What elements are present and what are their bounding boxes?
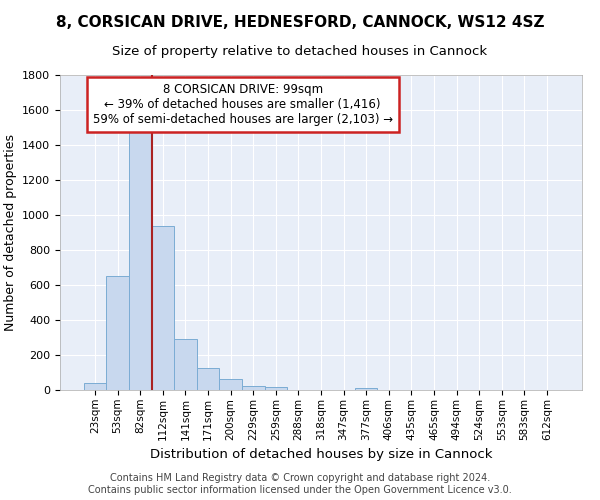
Bar bbox=[265, 388, 287, 390]
Bar bbox=[174, 339, 197, 390]
Bar bbox=[197, 368, 220, 390]
Bar bbox=[152, 226, 174, 390]
Bar bbox=[129, 132, 152, 390]
Text: Size of property relative to detached houses in Cannock: Size of property relative to detached ho… bbox=[112, 45, 488, 58]
Bar bbox=[220, 378, 242, 390]
X-axis label: Distribution of detached houses by size in Cannock: Distribution of detached houses by size … bbox=[150, 448, 492, 461]
Bar bbox=[242, 386, 265, 390]
Text: Contains HM Land Registry data © Crown copyright and database right 2024.
Contai: Contains HM Land Registry data © Crown c… bbox=[88, 474, 512, 495]
Text: 8 CORSICAN DRIVE: 99sqm
← 39% of detached houses are smaller (1,416)
59% of semi: 8 CORSICAN DRIVE: 99sqm ← 39% of detache… bbox=[92, 83, 393, 126]
Bar bbox=[355, 388, 377, 390]
Bar bbox=[106, 276, 129, 390]
Text: 8, CORSICAN DRIVE, HEDNESFORD, CANNOCK, WS12 4SZ: 8, CORSICAN DRIVE, HEDNESFORD, CANNOCK, … bbox=[56, 15, 544, 30]
Bar bbox=[84, 383, 106, 390]
Y-axis label: Number of detached properties: Number of detached properties bbox=[4, 134, 17, 331]
